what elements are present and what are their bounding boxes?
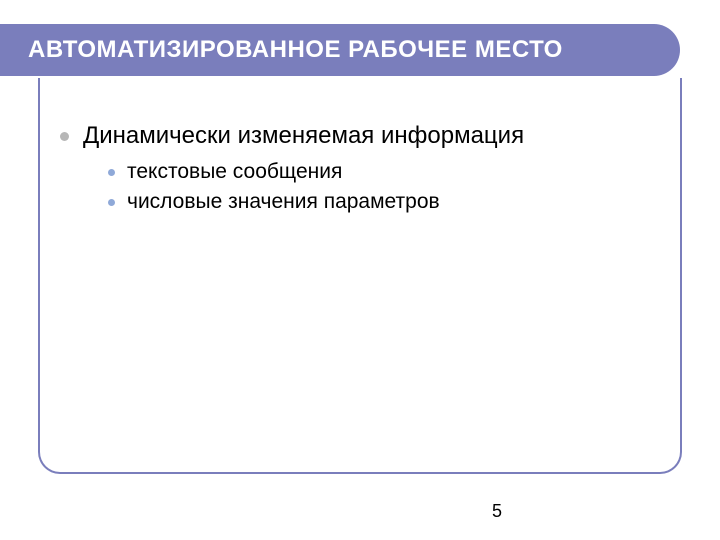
- slide-title: АВТОМАТИЗИРОВАННОЕ РАБОЧЕЕ МЕСТО: [28, 36, 563, 64]
- list-item: Динамически изменяемая информация: [60, 122, 660, 150]
- list-subitem-text: числовые значения параметров: [127, 190, 440, 214]
- page-number: 5: [492, 501, 502, 522]
- title-bar: АВТОМАТИЗИРОВАННОЕ РАБОЧЕЕ МЕСТО: [0, 24, 680, 76]
- list-subitem-text: текстовые сообщения: [127, 160, 342, 184]
- slide: АВТОМАТИЗИРОВАННОЕ РАБОЧЕЕ МЕСТО Динамич…: [0, 0, 720, 540]
- bullet-icon: [60, 132, 69, 141]
- bullet-icon: [108, 169, 115, 176]
- content-box: Динамически изменяемая информация тексто…: [38, 78, 682, 474]
- list-subitem: числовые значения параметров: [108, 190, 660, 214]
- bullet-icon: [108, 199, 115, 206]
- list-item-text: Динамически изменяемая информация: [83, 122, 524, 150]
- list-subitem: текстовые сообщения: [108, 160, 660, 184]
